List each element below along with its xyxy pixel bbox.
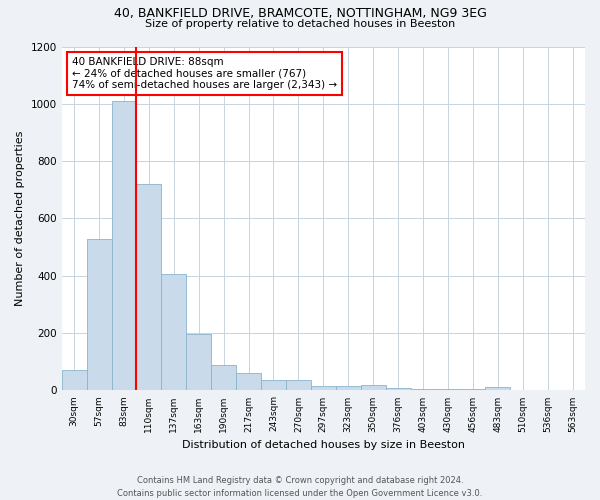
Bar bbox=[161, 274, 186, 390]
Bar bbox=[311, 386, 336, 390]
Bar bbox=[386, 388, 410, 390]
Text: 40, BANKFIELD DRIVE, BRAMCOTE, NOTTINGHAM, NG9 3EG: 40, BANKFIELD DRIVE, BRAMCOTE, NOTTINGHA… bbox=[113, 8, 487, 20]
Bar bbox=[86, 238, 112, 390]
Bar bbox=[436, 389, 460, 390]
Bar bbox=[62, 370, 86, 390]
Bar bbox=[460, 389, 485, 390]
Bar bbox=[336, 386, 361, 390]
Text: Size of property relative to detached houses in Beeston: Size of property relative to detached ho… bbox=[145, 19, 455, 29]
Bar bbox=[112, 101, 136, 390]
Bar bbox=[211, 364, 236, 390]
Bar bbox=[485, 387, 510, 390]
Text: 40 BANKFIELD DRIVE: 88sqm
← 24% of detached houses are smaller (767)
74% of semi: 40 BANKFIELD DRIVE: 88sqm ← 24% of detac… bbox=[72, 57, 337, 90]
Bar bbox=[286, 380, 311, 390]
Bar bbox=[136, 184, 161, 390]
Bar bbox=[410, 389, 436, 390]
Bar bbox=[261, 380, 286, 390]
Text: Contains HM Land Registry data © Crown copyright and database right 2024.
Contai: Contains HM Land Registry data © Crown c… bbox=[118, 476, 482, 498]
X-axis label: Distribution of detached houses by size in Beeston: Distribution of detached houses by size … bbox=[182, 440, 465, 450]
Bar bbox=[236, 373, 261, 390]
Bar bbox=[186, 334, 211, 390]
Bar bbox=[361, 384, 386, 390]
Y-axis label: Number of detached properties: Number of detached properties bbox=[15, 131, 25, 306]
